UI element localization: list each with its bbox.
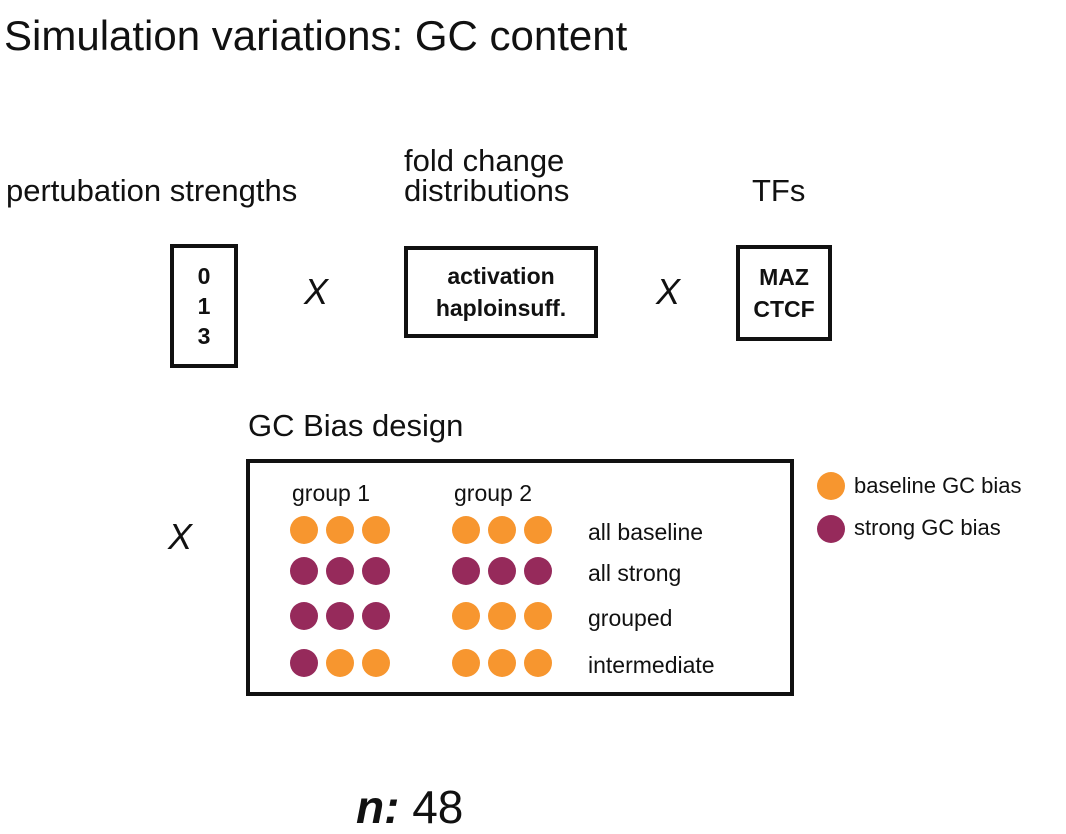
legend-dot-strong [817,515,845,543]
strong-gc-dot [290,602,318,630]
gc-bias-design-box [246,459,794,696]
perturbation-value: 0 [197,263,211,289]
row-label: grouped [588,605,673,631]
total-value: 48 [412,781,464,833]
baseline-gc-dot [488,516,516,544]
baseline-gc-dot [524,649,552,677]
strong-gc-dot [290,557,318,585]
strong-gc-dot [524,557,552,585]
tfs-heading: TFs [752,173,806,208]
perturbation-box: 0 1 3 [170,244,238,368]
group-1-label: group 1 [292,480,371,506]
strong-gc-dot [362,602,390,630]
perturbation-heading: pertubation strengths [6,173,298,208]
baseline-gc-dot [488,602,516,630]
baseline-gc-dot [452,602,480,630]
strong-gc-dot [452,557,480,585]
fold-change-heading-line2: distributions [404,173,570,208]
total-count: n: 48 [356,780,463,834]
strong-gc-dot [488,557,516,585]
baseline-gc-dot [524,516,552,544]
legend-label-baseline: baseline GC bias [854,473,1022,498]
strong-gc-dot [290,649,318,677]
strong-gc-dot [362,557,390,585]
page-title: Simulation variations: GC content [4,12,628,59]
row-label: all strong [588,560,682,586]
total-label: n: [356,781,400,833]
gc-bias-heading: GC Bias design [248,408,464,443]
fold-change-heading-line1: fold change [404,143,565,178]
baseline-gc-dot [452,516,480,544]
baseline-gc-dot [290,516,318,544]
fold-change-value: activation [447,263,555,289]
perturbation-value: 1 [197,293,211,319]
baseline-gc-dot [488,649,516,677]
tf-value: MAZ [759,264,809,290]
baseline-gc-dot [326,516,354,544]
times-symbol: X [304,271,329,312]
baseline-gc-dot [362,649,390,677]
baseline-gc-dot [452,649,480,677]
row-label: all baseline [588,519,704,545]
strong-gc-dot [326,557,354,585]
times-symbol: X [656,271,681,312]
baseline-gc-dot [524,602,552,630]
baseline-gc-dot [326,649,354,677]
times-symbol: X [168,516,193,557]
legend-label-strong: strong GC bias [854,515,1001,540]
perturbation-value: 3 [197,323,211,349]
tfs-box: MAZ CTCF [736,245,832,341]
strong-gc-dot [326,602,354,630]
row-label: intermediate [588,652,715,678]
fold-change-value: haploinsuff. [435,295,567,321]
legend-dot-baseline [817,472,845,500]
fold-change-box: activation haploinsuff. [404,246,598,338]
baseline-gc-dot [362,516,390,544]
tf-value: CTCF [753,296,815,322]
group-2-label: group 2 [454,480,533,506]
